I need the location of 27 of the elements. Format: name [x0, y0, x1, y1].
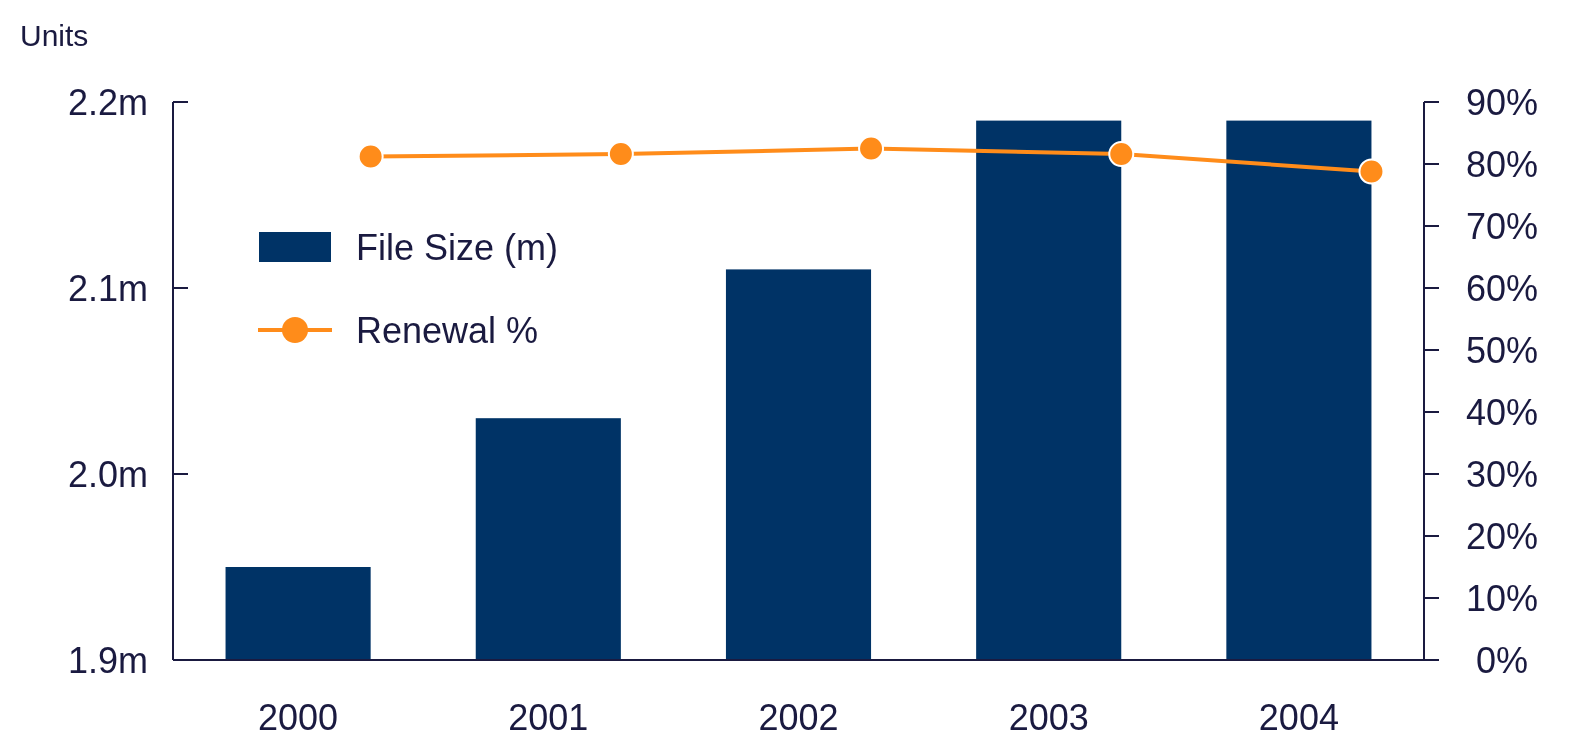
- y-tick-label: 2.1m: [67, 267, 148, 309]
- y2-tick-label: 80%: [1465, 143, 1539, 185]
- x-tick-label: 2004: [1258, 697, 1339, 738]
- y-tick-label: 2.0m: [67, 453, 148, 495]
- y2-tick-label: 90%: [1465, 81, 1539, 123]
- point: [607, 141, 634, 168]
- legend-label: File Size (m): [356, 226, 559, 268]
- y2-tick-label: 20%: [1465, 515, 1539, 557]
- point: [357, 143, 384, 170]
- y2-tick-label: 30%: [1465, 453, 1539, 495]
- x-tick-label: 2003: [1008, 697, 1089, 738]
- x-tick-label: 2002: [758, 697, 839, 738]
- y-tick-label: 1.9m: [67, 639, 148, 681]
- y-axis-title: Units: [20, 19, 89, 52]
- x-tick-label: 2000: [258, 697, 339, 738]
- y2-tick-label: 50%: [1465, 329, 1539, 371]
- point: [858, 135, 885, 162]
- y2-tick-label: 0%: [1475, 639, 1529, 681]
- y2-tick-label: 10%: [1465, 577, 1539, 619]
- y2-tick-label: 70%: [1465, 205, 1539, 247]
- point: [1358, 158, 1385, 185]
- x-tick-label: 2001: [508, 697, 589, 738]
- legend-label: Renewal %: [356, 309, 539, 351]
- y2-tick-label: 40%: [1465, 391, 1539, 433]
- y2-tick-label: 60%: [1465, 267, 1539, 309]
- y-tick-label: 2.2m: [67, 81, 148, 123]
- point: [1108, 141, 1135, 168]
